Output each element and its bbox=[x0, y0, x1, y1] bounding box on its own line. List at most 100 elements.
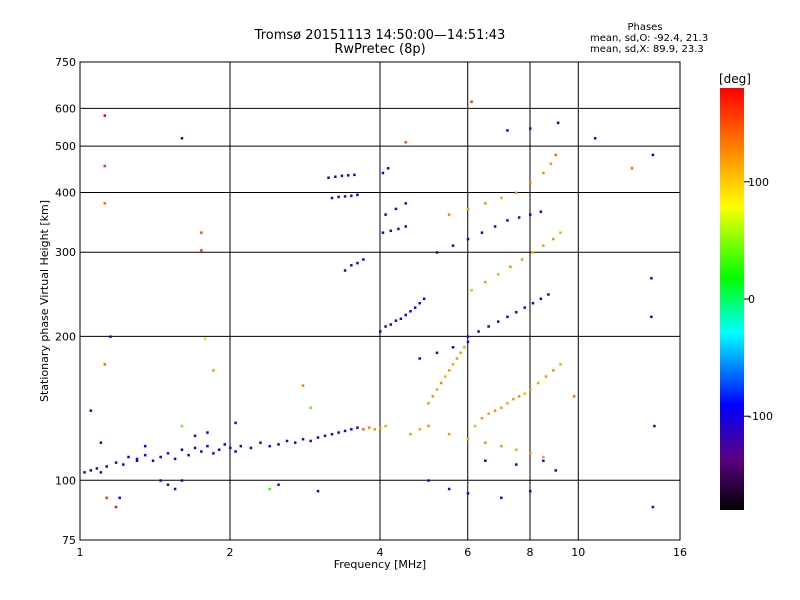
data-point bbox=[343, 429, 347, 433]
data-point bbox=[493, 409, 497, 412]
data-point bbox=[480, 231, 484, 234]
data-point bbox=[542, 244, 545, 247]
data-point bbox=[143, 444, 147, 448]
data-point bbox=[285, 439, 289, 443]
data-point bbox=[114, 505, 118, 509]
data-point bbox=[234, 450, 237, 453]
data-point bbox=[496, 320, 500, 323]
data-point bbox=[159, 479, 162, 482]
colorbar-tick-label: 100 bbox=[748, 176, 769, 189]
y-tick-label: 750 bbox=[55, 56, 76, 69]
data-point bbox=[554, 469, 557, 472]
colorbar bbox=[720, 88, 744, 510]
data-point bbox=[531, 301, 535, 305]
data-point bbox=[418, 428, 421, 431]
colorbar-ticks: 100 0 -100 bbox=[744, 176, 773, 423]
data-point bbox=[506, 219, 509, 222]
data-point bbox=[517, 395, 521, 398]
data-point bbox=[109, 335, 112, 338]
data-point bbox=[529, 489, 532, 493]
data-point bbox=[379, 426, 382, 429]
data-point bbox=[404, 225, 407, 228]
data-point bbox=[466, 492, 470, 495]
data-point bbox=[135, 459, 139, 462]
x-tick-label: 2 bbox=[227, 546, 234, 559]
data-point bbox=[151, 459, 155, 462]
data-point bbox=[259, 441, 262, 444]
data-point bbox=[443, 375, 447, 378]
data-point bbox=[500, 196, 503, 200]
data-point bbox=[517, 216, 521, 219]
data-point bbox=[143, 453, 147, 457]
data-point bbox=[389, 323, 393, 326]
data-point bbox=[552, 369, 555, 372]
data-point bbox=[356, 426, 359, 429]
data-point bbox=[362, 258, 365, 261]
data-point bbox=[653, 424, 656, 428]
data-points bbox=[83, 100, 656, 509]
data-point bbox=[166, 483, 170, 486]
data-point bbox=[277, 443, 280, 446]
data-point bbox=[89, 469, 93, 472]
data-point bbox=[418, 301, 421, 305]
data-point bbox=[447, 487, 451, 491]
y-axis-label: Stationary phase Virtual Height [km] bbox=[38, 200, 51, 402]
data-point bbox=[334, 175, 337, 179]
data-point bbox=[556, 121, 560, 125]
data-point bbox=[466, 237, 470, 241]
data-point bbox=[353, 173, 356, 177]
data-point bbox=[316, 436, 320, 439]
y-tick-label: 500 bbox=[55, 140, 76, 153]
y-tick-label: 200 bbox=[55, 330, 76, 343]
phases-x-mode-stats: mean, sd,X: 89.9, 23.3 bbox=[590, 44, 704, 55]
data-point bbox=[206, 444, 209, 448]
data-point bbox=[301, 384, 305, 387]
data-point bbox=[217, 448, 221, 451]
data-point bbox=[439, 381, 443, 385]
data-point bbox=[484, 459, 487, 462]
data-point bbox=[234, 421, 237, 425]
data-point bbox=[212, 452, 215, 455]
data-point bbox=[542, 171, 545, 175]
data-point bbox=[394, 319, 398, 322]
data-point bbox=[529, 388, 532, 391]
data-point bbox=[373, 428, 377, 431]
data-point bbox=[500, 496, 503, 500]
x-axis-ticks: 1 2 4 6 8 10 16 bbox=[77, 546, 688, 559]
data-point bbox=[463, 346, 466, 349]
data-point bbox=[404, 141, 407, 144]
data-point bbox=[470, 289, 473, 292]
data-point bbox=[103, 363, 107, 366]
data-point bbox=[316, 489, 320, 493]
data-point bbox=[180, 424, 184, 428]
data-point bbox=[114, 461, 118, 464]
data-point bbox=[630, 167, 634, 170]
data-point bbox=[249, 446, 253, 450]
data-point bbox=[293, 441, 297, 444]
data-point bbox=[99, 471, 103, 474]
data-point bbox=[180, 479, 184, 482]
data-point bbox=[193, 446, 197, 450]
data-point bbox=[268, 487, 271, 491]
data-point bbox=[386, 167, 390, 170]
data-point bbox=[593, 137, 597, 140]
data-point bbox=[367, 426, 371, 429]
data-point bbox=[512, 397, 515, 401]
x-tick-label: 8 bbox=[527, 546, 534, 559]
data-point bbox=[159, 455, 162, 459]
data-point bbox=[89, 409, 93, 412]
data-point bbox=[500, 444, 503, 448]
colorbar-tick-label: -100 bbox=[748, 410, 773, 423]
data-point bbox=[166, 452, 170, 455]
data-point bbox=[95, 467, 99, 470]
data-point bbox=[466, 437, 470, 441]
data-point bbox=[413, 306, 417, 309]
data-point bbox=[506, 315, 509, 319]
data-point bbox=[484, 202, 487, 205]
data-point bbox=[515, 448, 518, 451]
data-point bbox=[381, 231, 385, 234]
data-point bbox=[544, 375, 548, 378]
data-point bbox=[506, 402, 509, 405]
data-point bbox=[223, 443, 227, 446]
